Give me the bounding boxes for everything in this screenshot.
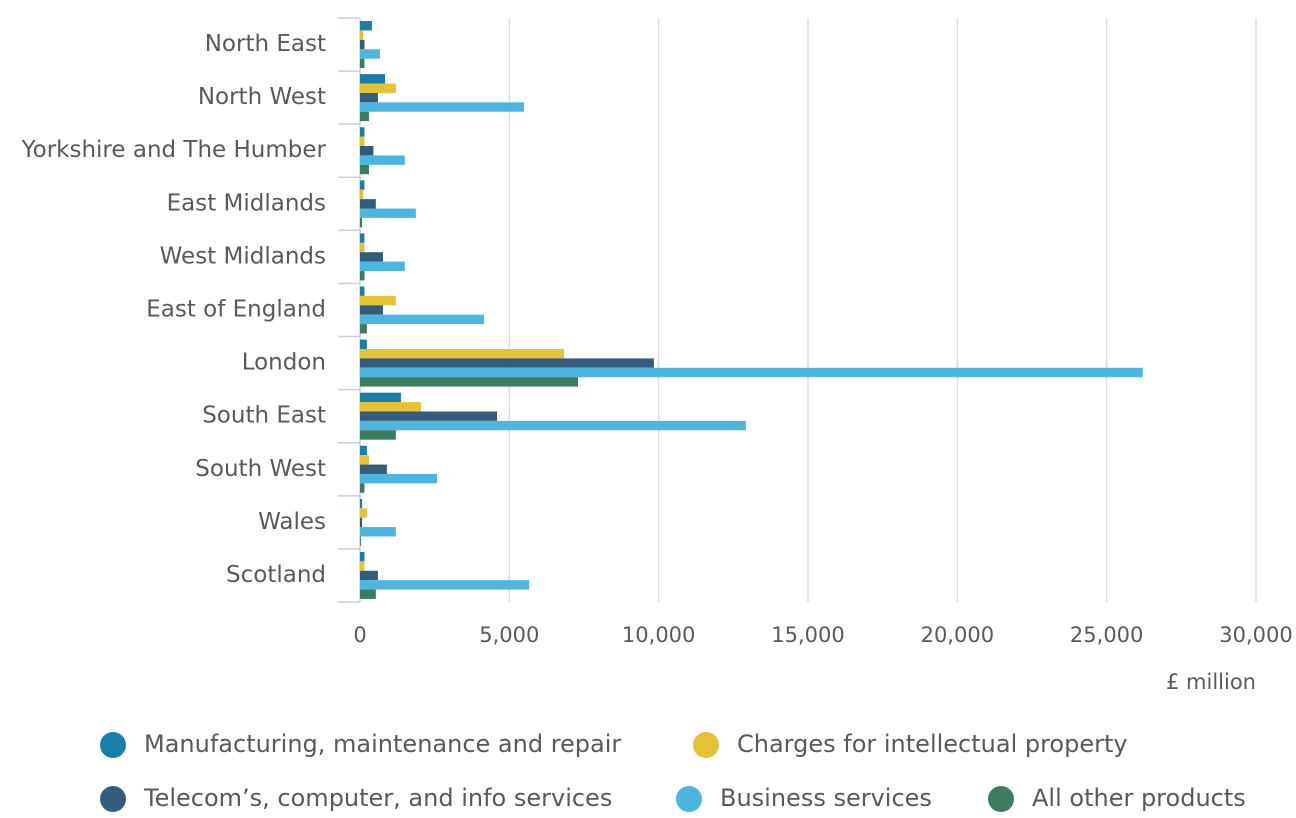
bar	[360, 508, 367, 518]
bar	[360, 377, 579, 387]
bar	[360, 83, 396, 93]
bar	[360, 420, 746, 431]
legend-swatch	[100, 786, 126, 812]
bar	[360, 146, 374, 156]
bar	[360, 536, 361, 546]
bar	[360, 551, 365, 562]
bar	[360, 561, 365, 571]
y-tick-label: North West	[198, 84, 326, 110]
bar	[360, 483, 365, 493]
bar	[360, 498, 363, 509]
x-tick-label: 5,000	[479, 623, 539, 647]
bar	[360, 127, 365, 137]
bar	[360, 164, 369, 175]
bar	[360, 217, 363, 228]
bar	[360, 339, 367, 349]
bar	[360, 295, 396, 306]
bar	[360, 102, 524, 112]
legend-swatch	[100, 732, 126, 758]
bar	[360, 199, 376, 209]
x-tick-label: 10,000	[622, 623, 695, 647]
legend-label: Charges for intellectual property	[737, 730, 1128, 758]
bar	[360, 324, 367, 334]
bar	[360, 261, 405, 272]
bar	[360, 252, 383, 262]
y-tick-label: South East	[202, 403, 326, 429]
bar	[360, 111, 369, 122]
bar	[360, 49, 381, 59]
y-tick-label: East Midlands	[167, 190, 326, 216]
bar	[360, 155, 405, 165]
bar	[360, 58, 365, 69]
y-tick-label: South West	[195, 456, 326, 482]
y-tick-label: London	[242, 350, 326, 376]
legend-swatch	[676, 786, 702, 812]
x-tick-label: 0	[353, 623, 366, 647]
bar	[360, 39, 365, 50]
y-tick-label: East of England	[146, 297, 326, 323]
bar	[360, 348, 564, 359]
bar	[360, 367, 1143, 378]
bar	[360, 570, 378, 581]
bar	[360, 136, 365, 147]
bar	[360, 430, 396, 440]
bar	[360, 402, 421, 412]
bar	[360, 445, 367, 456]
bar	[360, 233, 365, 243]
legend-label: Telecom’s, computer, and info services	[143, 784, 612, 812]
bar	[360, 74, 386, 84]
y-tick-label: Wales	[258, 509, 326, 535]
x-axis-label: £ million	[1166, 670, 1256, 694]
bar	[360, 411, 498, 421]
bar	[360, 21, 372, 31]
bar	[360, 464, 387, 474]
bar	[360, 517, 363, 528]
x-tick-label: 30,000	[1219, 623, 1292, 647]
legend-label: All other products	[1032, 784, 1246, 812]
legend-swatch	[693, 732, 719, 758]
legend-label: Business services	[720, 784, 932, 812]
legend-label: Manufacturing, maintenance and repair	[144, 730, 621, 758]
y-tick-label: North East	[205, 31, 326, 57]
x-tick-label: 20,000	[921, 623, 994, 647]
x-tick-label: 25,000	[1070, 623, 1143, 647]
bar	[360, 527, 396, 537]
bar	[360, 358, 654, 368]
bar	[360, 242, 365, 253]
bar	[360, 305, 383, 315]
bar	[360, 473, 438, 484]
y-tick-label: West Midlands	[160, 243, 326, 269]
bar	[360, 180, 365, 190]
x-tick-label: 15,000	[771, 623, 844, 647]
bar	[360, 208, 416, 218]
bar	[360, 92, 378, 103]
bar	[360, 580, 530, 590]
bar	[360, 189, 363, 200]
bar	[360, 286, 365, 296]
legend-swatch	[988, 786, 1014, 812]
y-tick-label: Yorkshire and The Humber	[21, 137, 327, 163]
bar	[360, 30, 363, 40]
bar	[360, 392, 401, 403]
bar	[360, 589, 376, 599]
y-tick-label: Scotland	[226, 562, 326, 588]
bar	[360, 271, 365, 281]
bar	[360, 314, 484, 325]
bar	[360, 455, 369, 465]
